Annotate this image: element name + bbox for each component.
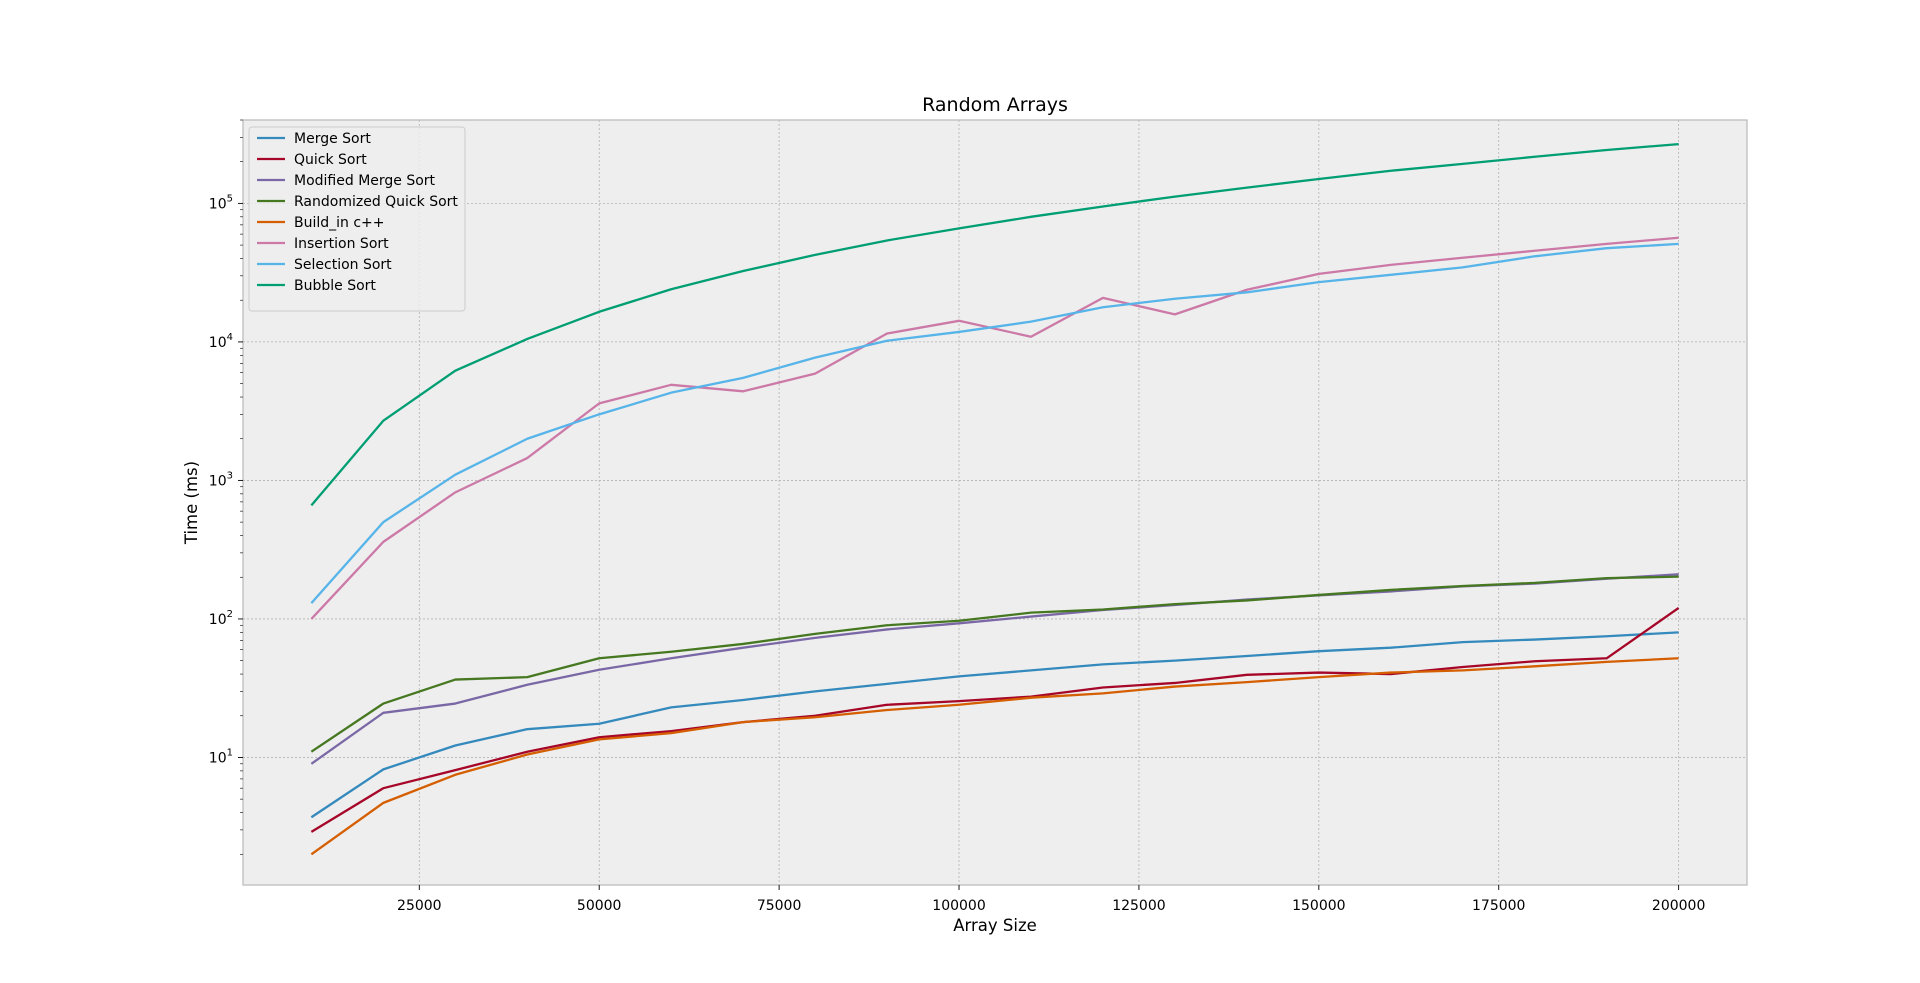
series-randomized-quick-sort [310, 575, 1679, 753]
series-insertion-sort [310, 236, 1679, 620]
y-tick-exponent: 2 [227, 609, 233, 620]
x-tick-label: 50000 [577, 898, 622, 914]
chart-title: Random Arrays [922, 94, 1068, 116]
series-line [310, 236, 1679, 620]
y-tick-exponent: 3 [227, 470, 233, 481]
series-bubble-sort [310, 142, 1679, 507]
legend-item: Insertion Sort [257, 236, 389, 252]
series-line [310, 242, 1679, 604]
y-tick-base: 10 [209, 196, 227, 212]
y-tick-label: 102 [209, 609, 233, 628]
series-line [310, 657, 1679, 856]
legend-label: Selection Sort [294, 257, 392, 273]
legend-item: Quick Sort [257, 152, 367, 168]
x-tick-label: 125000 [1112, 898, 1165, 914]
legend-label: Quick Sort [294, 152, 367, 168]
x-tick-label: 75000 [757, 898, 802, 914]
legend: Merge Sort Quick Sort Modified Merge Sort R… [248, 126, 466, 312]
series-line [310, 575, 1679, 753]
series-line [310, 142, 1679, 507]
x-axis: 25000 50000 75000 100000 125000 150000 175000 2… [397, 885, 1705, 914]
y-tick-exponent: 4 [227, 332, 233, 343]
series-layer [310, 142, 1680, 856]
x-axis-label: Array Size [953, 916, 1037, 935]
plot-frame [242, 119, 1748, 886]
series-build-in-c- [310, 657, 1679, 856]
legend-label: Modified Merge Sort [294, 173, 436, 189]
legend-item: Randomized Quick Sort [257, 194, 458, 210]
y-tick-base: 10 [209, 750, 227, 766]
x-tick-label: 150000 [1292, 898, 1345, 914]
legend-label: Build_in c++ [294, 215, 385, 231]
legend-item: Bubble Sort [257, 278, 376, 294]
legend-label: Insertion Sort [294, 236, 389, 252]
series-selection-sort [310, 242, 1679, 604]
x-tick-label: 25000 [397, 898, 442, 914]
y-tick-exponent: 5 [227, 193, 233, 204]
legend-label: Merge Sort [294, 131, 371, 147]
y-tick-base: 10 [209, 473, 227, 489]
legend-item: Selection Sort [257, 257, 392, 273]
y-tick-label: 103 [209, 470, 233, 489]
y-tick-label: 105 [209, 193, 233, 212]
y-tick-exponent: 1 [227, 747, 233, 758]
x-tick-label: 200000 [1652, 898, 1705, 914]
legend-label: Randomized Quick Sort [294, 194, 458, 210]
series-quick-sort [310, 607, 1680, 833]
legend-item: Merge Sort [257, 131, 371, 147]
series-line [310, 631, 1679, 819]
series-merge-sort [310, 631, 1679, 819]
y-tick-base: 10 [209, 612, 227, 628]
x-tick-label: 175000 [1472, 898, 1525, 914]
x-tick-label: 100000 [932, 898, 985, 914]
series-line [310, 607, 1680, 833]
y-axis-label: Time (ms) [182, 461, 201, 545]
legend-item: Build_in c++ [257, 215, 385, 231]
y-tick-label: 104 [209, 332, 233, 351]
legend-item: Modified Merge Sort [257, 173, 436, 189]
y-tick-base: 10 [209, 335, 227, 351]
y-tick-label: 101 [209, 747, 233, 766]
legend-box [248, 126, 466, 312]
legend-label: Bubble Sort [294, 278, 376, 294]
